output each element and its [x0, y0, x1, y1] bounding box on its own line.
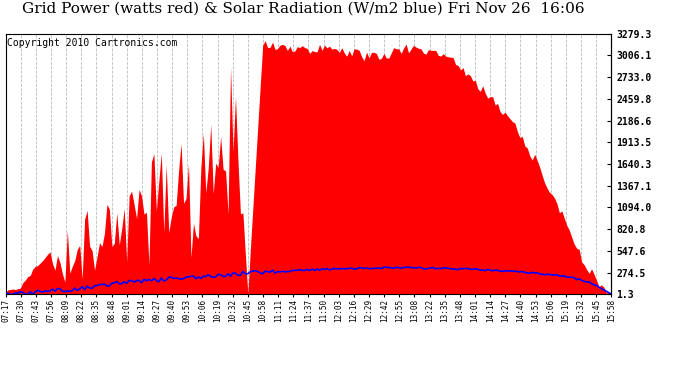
Text: Copyright 2010 Cartronics.com: Copyright 2010 Cartronics.com — [7, 38, 177, 48]
Text: Grid Power (watts red) & Solar Radiation (W/m2 blue) Fri Nov 26  16:06: Grid Power (watts red) & Solar Radiation… — [22, 2, 585, 16]
